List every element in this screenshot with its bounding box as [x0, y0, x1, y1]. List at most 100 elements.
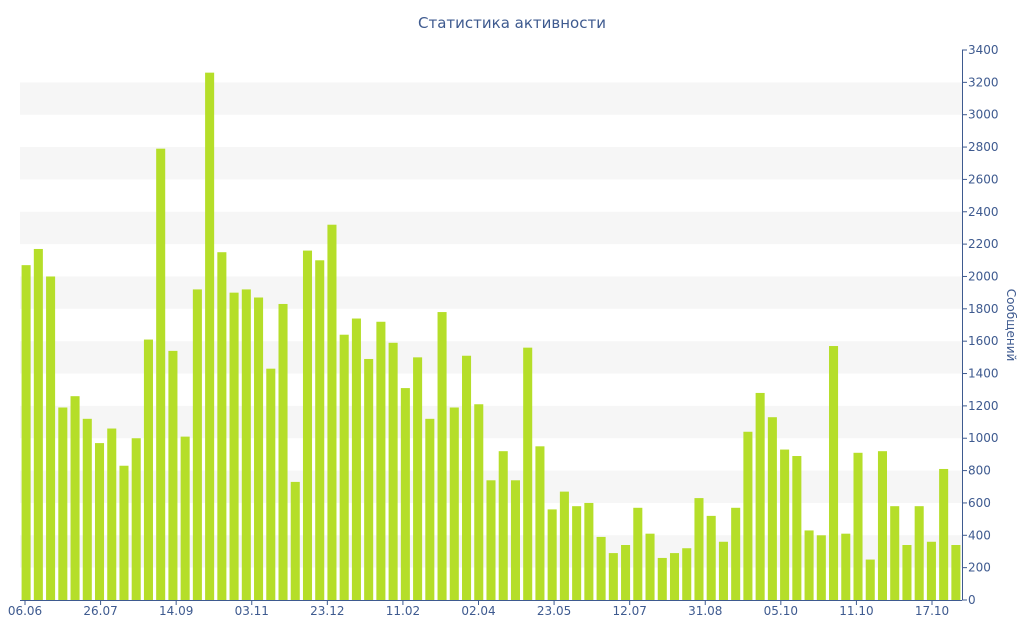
bar [706, 515, 716, 600]
x-tick-label: 11.02 [386, 604, 420, 618]
bar [388, 342, 398, 600]
grid-band [20, 147, 962, 180]
y-tick-label: 1600 [968, 334, 999, 348]
y-tick-label: 3400 [968, 43, 999, 57]
x-tick-label: 12.07 [612, 604, 646, 618]
bar [498, 451, 508, 600]
bar [46, 276, 56, 600]
bar [926, 541, 936, 600]
bar [804, 530, 814, 600]
x-tick-label: 23.05 [537, 604, 571, 618]
bar [669, 553, 680, 600]
bar [645, 533, 655, 600]
bar [902, 545, 912, 600]
bar [559, 491, 569, 600]
bar [376, 321, 386, 600]
y-tick-label: 3200 [968, 75, 999, 89]
y-tick-label: 2000 [968, 269, 999, 283]
bar [58, 407, 68, 600]
x-tick-label: 11.10 [839, 604, 873, 618]
bar [767, 417, 777, 600]
x-tick-label: 03.11 [235, 604, 269, 618]
bar [21, 265, 31, 600]
x-tick-label: 31.08 [688, 604, 722, 618]
bar [890, 506, 900, 600]
x-tick-label: 06.06 [8, 604, 42, 618]
chart-title: Статистика активности [418, 14, 606, 32]
bar [877, 451, 887, 600]
bar [657, 557, 667, 600]
bar [339, 334, 349, 600]
y-tick-label: 1800 [968, 302, 999, 316]
bar [302, 250, 313, 600]
grid-band [20, 276, 962, 309]
bar [315, 260, 325, 600]
y-tick-label: 3000 [968, 108, 999, 122]
bar [131, 438, 141, 600]
y-tick-label: 2200 [968, 237, 999, 251]
bar [486, 480, 496, 600]
y-axis-label: Сообщений [1004, 289, 1018, 362]
bar [608, 553, 618, 600]
y-tick-label: 1400 [968, 367, 999, 381]
bar [865, 559, 875, 600]
grid-band [20, 211, 962, 245]
bar [547, 509, 557, 600]
bar [743, 431, 753, 600]
bar [718, 541, 728, 600]
bar [694, 498, 704, 600]
bar [413, 357, 423, 600]
bar [241, 289, 251, 600]
bar [462, 355, 472, 600]
bar [829, 346, 839, 600]
bar [278, 303, 288, 600]
bar [951, 545, 961, 600]
x-tick-label: 14.09 [159, 604, 193, 618]
y-tick-label: 2800 [968, 140, 999, 154]
bar [755, 392, 765, 600]
bar [205, 72, 215, 600]
bar [437, 312, 447, 600]
bar [217, 252, 227, 600]
bar [510, 480, 520, 600]
y-tick-label: 200 [968, 561, 991, 575]
bar [254, 297, 264, 600]
y-tick-label: 2400 [968, 205, 999, 219]
bar [168, 350, 178, 600]
bar [229, 292, 239, 600]
bar [364, 358, 374, 600]
bar [780, 449, 790, 600]
x-tick-label: 23.12 [310, 604, 344, 618]
bar [425, 418, 435, 600]
bar [914, 506, 924, 600]
bar [327, 224, 337, 600]
bar [143, 339, 153, 600]
bar [633, 507, 643, 600]
bar [351, 318, 361, 600]
y-tick-label: 2600 [968, 172, 999, 186]
bar [266, 368, 276, 600]
bar [94, 443, 105, 600]
bar [596, 536, 606, 600]
y-tick-label: 400 [968, 528, 991, 542]
y-tick-label: 0 [968, 593, 976, 607]
bar [192, 289, 202, 600]
bar [290, 481, 300, 600]
bar [853, 452, 863, 600]
bar [572, 506, 582, 600]
bar [474, 404, 484, 600]
bar [682, 548, 692, 600]
bar [792, 456, 802, 600]
x-tick-label: 02.04 [461, 604, 495, 618]
bar [70, 396, 80, 600]
bar [107, 428, 117, 600]
bar [731, 507, 741, 600]
bar [535, 446, 545, 600]
bar [400, 388, 410, 600]
bar [584, 502, 594, 600]
grid-band [20, 82, 962, 115]
y-tick-label: 600 [968, 496, 991, 510]
bar [939, 468, 949, 600]
bar [621, 545, 631, 600]
